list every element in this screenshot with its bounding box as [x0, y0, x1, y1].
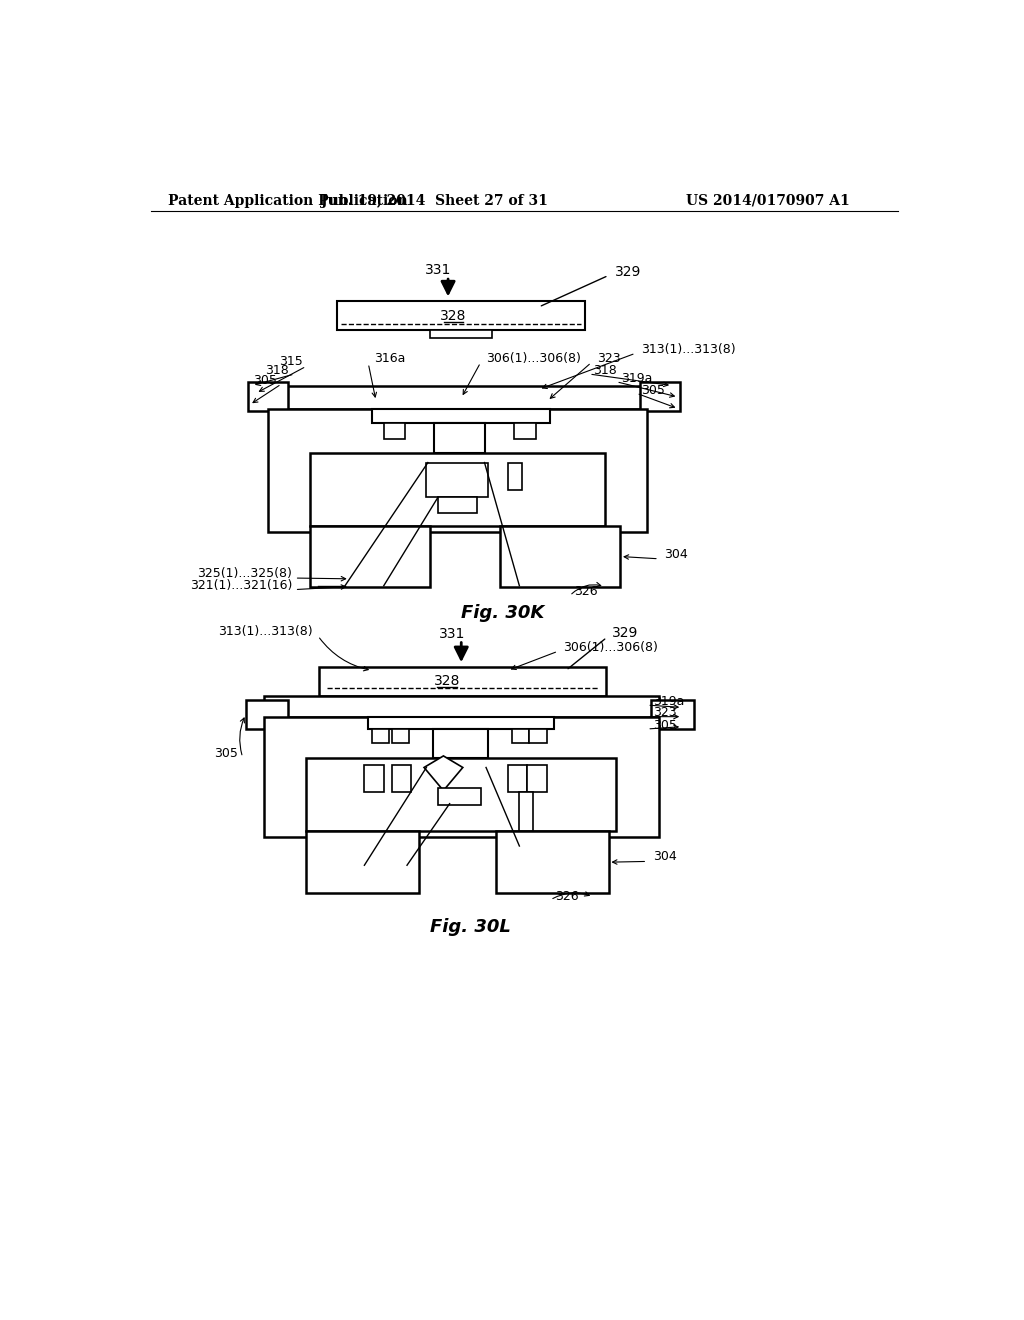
Text: 305: 305 [214, 747, 238, 760]
Text: 321(1)...321(16): 321(1)...321(16) [189, 579, 292, 593]
Bar [640, 381, 680, 411]
Bar [246, 700, 289, 729]
Bar [391, 729, 409, 743]
Polygon shape [424, 756, 463, 791]
Text: 328: 328 [434, 675, 461, 688]
Bar [432, 729, 488, 758]
Bar [310, 527, 430, 586]
Text: 304: 304 [652, 850, 677, 863]
Bar [651, 700, 693, 729]
Bar [434, 422, 484, 453]
Text: Fig. 30L: Fig. 30L [430, 917, 511, 936]
Text: 329: 329 [612, 627, 639, 640]
Bar [365, 766, 384, 792]
Text: 329: 329 [614, 264, 641, 279]
Text: 316a: 316a [375, 352, 406, 366]
Bar [372, 729, 389, 743]
Text: 331: 331 [425, 263, 452, 277]
Bar [267, 385, 647, 409]
Bar [372, 409, 550, 422]
Text: 326: 326 [574, 585, 598, 598]
Text: 331: 331 [438, 627, 465, 642]
Text: 328: 328 [440, 309, 467, 323]
Text: Jun. 19, 2014  Sheet 27 of 31: Jun. 19, 2014 Sheet 27 of 31 [321, 194, 548, 207]
Text: Patent Application Publication: Patent Application Publication [168, 194, 408, 207]
Bar [529, 729, 547, 743]
Text: 313(1)...313(8): 313(1)...313(8) [641, 343, 735, 356]
Bar [430, 330, 493, 338]
Bar [384, 422, 406, 440]
Bar [306, 832, 419, 892]
Bar [263, 696, 658, 718]
Text: 306(1)...306(8): 306(1)...306(8) [563, 640, 658, 653]
Text: 326: 326 [555, 890, 579, 903]
Text: 305: 305 [641, 384, 665, 397]
Text: 304: 304 [665, 548, 688, 561]
Text: 305: 305 [253, 375, 276, 388]
Bar [248, 381, 289, 411]
Bar [319, 667, 606, 696]
Text: 318: 318 [265, 363, 289, 376]
Bar [508, 766, 527, 792]
Text: 313(1)...313(8): 313(1)...313(8) [218, 624, 312, 638]
Text: 319a: 319a [652, 694, 684, 708]
Bar [438, 498, 477, 512]
Bar [263, 718, 658, 837]
Text: US 2014/0170907 A1: US 2014/0170907 A1 [686, 194, 850, 207]
Bar [426, 462, 488, 498]
Text: 325(1)...325(8): 325(1)...325(8) [198, 566, 292, 579]
Bar [306, 758, 616, 832]
Text: 318: 318 [593, 364, 616, 378]
Text: 319a: 319a [621, 372, 652, 385]
Bar [512, 729, 528, 743]
Text: 306(1)...306(8): 306(1)...306(8) [486, 352, 581, 366]
Bar [310, 453, 604, 527]
Bar [527, 766, 547, 792]
Text: 323: 323 [597, 352, 621, 366]
Text: 323: 323 [652, 706, 676, 719]
Bar [508, 462, 521, 490]
Text: 315: 315 [279, 355, 302, 368]
Bar [337, 301, 586, 330]
Bar [391, 766, 411, 792]
Bar [438, 788, 480, 805]
Text: Fig. 30K: Fig. 30K [461, 603, 545, 622]
Bar [519, 792, 534, 830]
Bar [496, 832, 608, 892]
Bar [500, 527, 621, 586]
Bar [514, 422, 536, 440]
Text: 305: 305 [652, 718, 677, 731]
Bar [267, 409, 647, 532]
Bar [369, 718, 554, 729]
